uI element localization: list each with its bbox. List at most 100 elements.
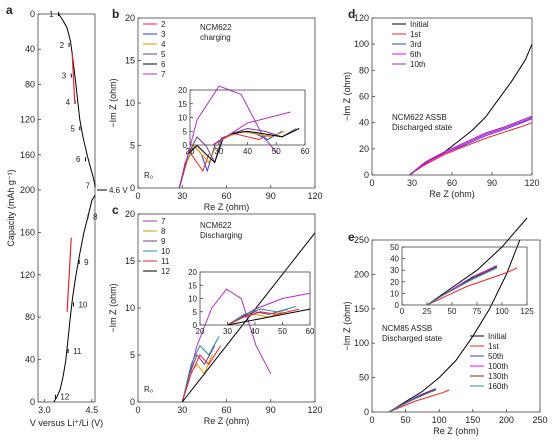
b-xtick-label: 120 — [307, 191, 322, 201]
c-inset-xtick-label: 30 — [223, 327, 232, 336]
c-ytick-label: 0 — [130, 397, 135, 407]
d-ytick-label: 60 — [359, 92, 369, 102]
e-title: NCM85 ASSB — [382, 324, 432, 333]
c-series-10 — [181, 335, 220, 403]
b-inset-series-4 — [212, 130, 286, 146]
e-inset-ytick-label: 40 — [390, 255, 399, 264]
a-xtick-label: 4.5 — [86, 405, 99, 415]
d-xtick-label: 90 — [487, 178, 497, 188]
b-inset-ytick-label: 20 — [178, 86, 187, 95]
e-xtick-label: 200 — [499, 415, 514, 425]
c-annotation: R₀ — [144, 385, 153, 394]
b-ylabel: −Im Z (ohm) — [108, 78, 118, 127]
a-point-label: 4 — [66, 98, 71, 107]
b-legend-label: 5 — [161, 50, 166, 59]
a-point-label: 5 — [70, 124, 75, 133]
c-inset-series-11 — [227, 308, 300, 326]
c-inset-ytick-label: 20 — [188, 268, 197, 277]
panel-label-a: a — [6, 3, 13, 17]
d-ytick-label: 0 — [364, 170, 369, 180]
a-discharge-curve — [53, 195, 96, 403]
a-charge-arrow — [71, 53, 76, 103]
d-ytick-label: 40 — [359, 118, 369, 128]
d-title: Discharged state — [392, 123, 453, 132]
a-point-label: 9 — [84, 258, 89, 267]
a-ytick-label: 80 — [25, 312, 35, 322]
a-ytick-label: 0 — [30, 397, 35, 407]
b-inset-xtick-label: 20 — [186, 147, 195, 156]
b-xtick-label: 30 — [177, 191, 187, 201]
d-series-6th — [409, 116, 533, 176]
d-ytick-label: 80 — [359, 65, 369, 75]
a-point-label: 11 — [73, 347, 82, 356]
c-xtick-label: 90 — [266, 405, 276, 415]
b-series-2 — [178, 153, 210, 189]
a-xtick-label: 3.0 — [38, 405, 51, 415]
c-legend-label: 11 — [161, 257, 170, 266]
e-inset-series-Initial — [426, 217, 528, 306]
e-legend-label: 130th — [488, 372, 508, 381]
b-inset-ytick-label: 10 — [178, 114, 187, 123]
c-inset-frame — [199, 271, 311, 326]
d-series-10th — [408, 115, 533, 176]
c-legend-label: 7 — [161, 217, 166, 226]
b-annotation: R₀ — [144, 171, 153, 180]
c-inset-xtick-label: 40 — [251, 327, 260, 336]
c-series-12 — [181, 232, 316, 403]
c-inset-xtick-label: 20 — [196, 327, 205, 336]
b-xtick-label: 90 — [266, 191, 276, 201]
c-ytick-label: 10 — [125, 303, 135, 313]
b-ytick-label: 5 — [130, 141, 135, 151]
b-legend-label: 4 — [161, 40, 166, 49]
d-ytick-label: 120 — [354, 13, 369, 23]
d-series-Initial — [409, 44, 533, 176]
c-xtick-label: 0 — [135, 405, 140, 415]
a-point-label: 6 — [76, 155, 81, 164]
b-inset-xtick-label: 60 — [301, 147, 310, 156]
e-frame — [371, 239, 541, 413]
e-legend-label: Initial — [488, 332, 507, 341]
b-ytick-label: 15 — [125, 56, 135, 66]
c-legend-label: 9 — [161, 237, 166, 246]
b-ytick-label: 10 — [125, 98, 135, 108]
d-series-1st — [409, 122, 533, 176]
e-ytick-label: 200 — [354, 269, 369, 279]
e-ytick-label: 250 — [354, 235, 369, 245]
b-title: charging — [200, 33, 231, 42]
b-legend-label: 7 — [161, 70, 166, 79]
e-legend-label: 50th — [488, 352, 504, 361]
d-legend-label: 6th — [410, 50, 421, 59]
e-inset-ytick-label: 10 — [390, 289, 399, 298]
b-xtick-label: 60 — [221, 191, 231, 201]
d-ylabel: −Im Z (ohm) — [342, 72, 352, 121]
e-inset-xtick-label: 75 — [473, 307, 482, 316]
e-xlabel: Re Z (ohm) — [433, 426, 479, 436]
a-ytick-label: 200 — [20, 185, 35, 195]
b-inset-ytick-label: 15 — [178, 100, 187, 109]
b-inset-xtick-label: 50 — [272, 147, 281, 156]
d-title: NCM622 ASSB — [392, 113, 447, 122]
panel-d: 0 30 60 90 120 0 20 40 60 80 100 120 Re Z (ohm) −Im Z… — [342, 13, 540, 199]
d-ytick-label: 100 — [354, 39, 369, 49]
a-ytick-label: 40 — [25, 44, 35, 54]
b-ytick-label: 20 — [125, 13, 135, 23]
a-ylabel: Capacity (mAh g⁻¹) — [6, 169, 16, 246]
a-frame — [37, 13, 96, 403]
e-inset-xtick-label: 50 — [448, 307, 457, 316]
d-xtick-label: 30 — [407, 178, 417, 188]
b-inset-ytick-label: 0 — [183, 141, 188, 150]
c-inset-series-9 — [227, 308, 289, 326]
e-series-1st — [388, 389, 450, 413]
d-xlabel: Re Z (ohm) — [429, 189, 475, 199]
e-inset-ytick-label: 20 — [390, 278, 399, 287]
c-legend-label: 8 — [161, 227, 166, 236]
panel-label-d: d — [348, 7, 355, 21]
a-point-label: 12 — [60, 393, 69, 402]
a-ytick-label: 160 — [20, 150, 35, 160]
c-title: NCM622 — [200, 221, 232, 230]
d-legend-label: Initial — [410, 20, 429, 29]
d-xtick-label: 120 — [524, 178, 539, 188]
e-inset-xtick-label: 25 — [423, 307, 432, 316]
c-inset-ytick-label: 15 — [188, 281, 197, 290]
panel-label-c: c — [112, 203, 119, 217]
